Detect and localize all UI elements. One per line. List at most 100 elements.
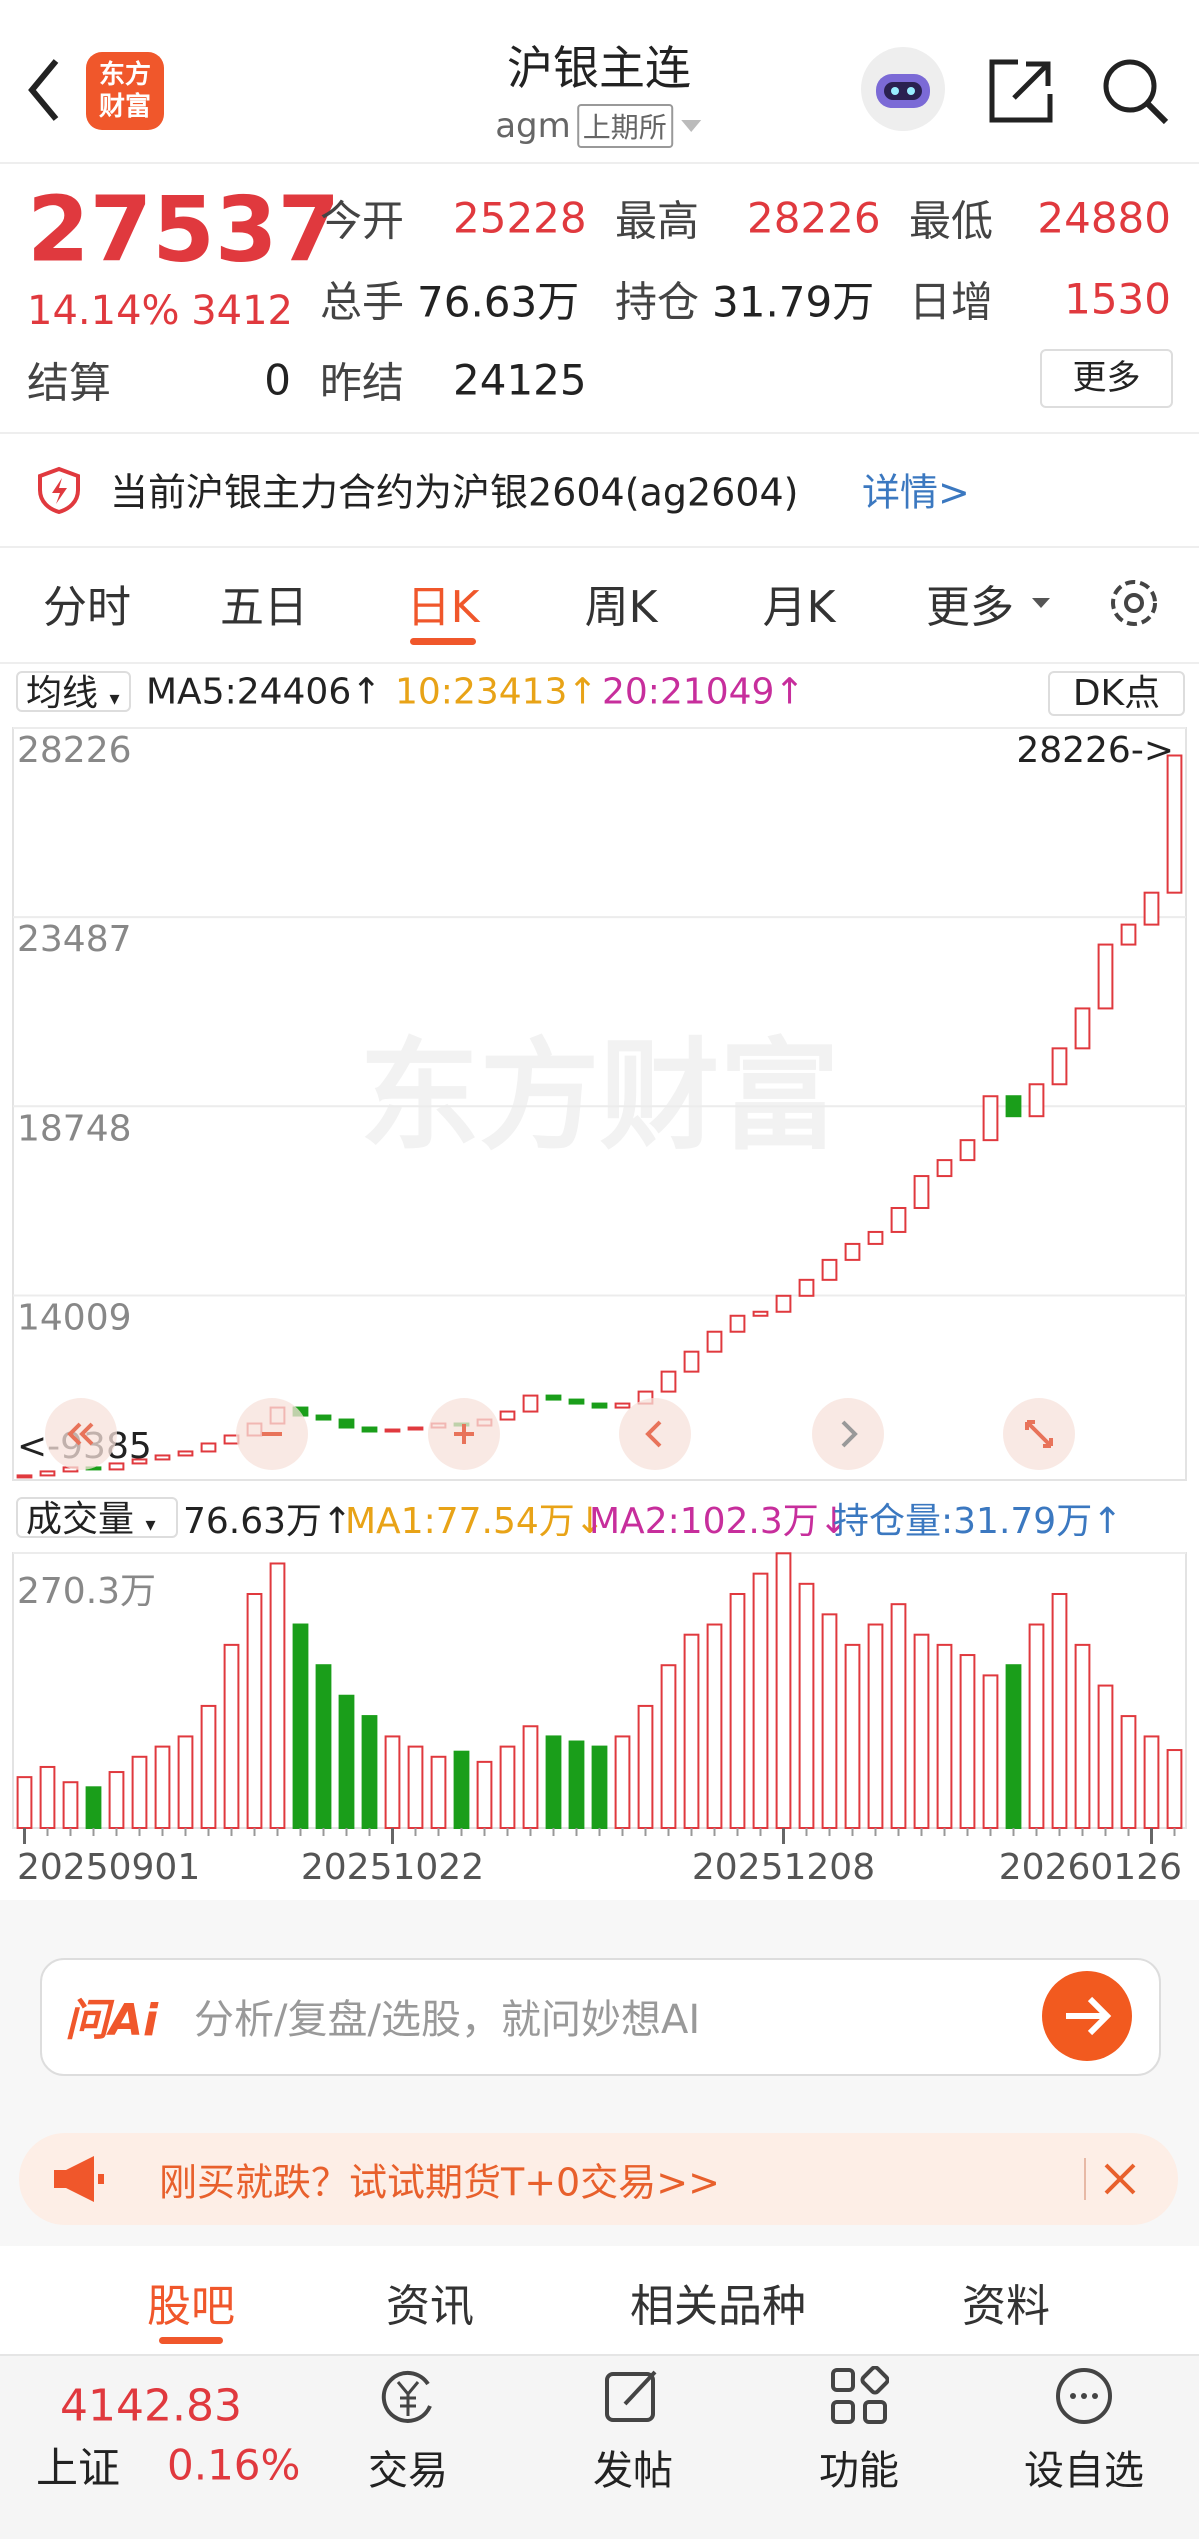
footer (0, 2354, 1199, 2539)
volume-bar (913, 1633, 930, 1830)
tab[interactable]: 周K (584, 582, 658, 633)
section-tab[interactable]: 相关品种 (630, 2281, 806, 2332)
candle (338, 1418, 355, 1429)
field-label: 日增 (909, 277, 994, 327)
settings-button[interactable] (1105, 574, 1163, 632)
logo-text: 东方 (98, 60, 151, 90)
volume-bar (844, 1643, 861, 1829)
volume-menu[interactable]: 成交量 ▾ (16, 1497, 178, 1540)
volume-bar (476, 1760, 493, 1829)
volume-bar (246, 1593, 263, 1829)
y-tick-label: 28226 (17, 730, 132, 771)
shield-icon (38, 466, 80, 514)
ma-menu[interactable]: 均线 ▾ (16, 671, 131, 714)
ai-box[interactable] (40, 1958, 1161, 2076)
share-button[interactable] (988, 58, 1054, 124)
volume-bar (131, 1755, 148, 1829)
candle (361, 1426, 378, 1433)
tab[interactable]: 更多 (926, 582, 1014, 633)
volume-bar (1005, 1664, 1022, 1829)
volume-bar (637, 1704, 654, 1830)
volume-bar (729, 1593, 746, 1829)
volume-bar (1120, 1715, 1137, 1829)
volume-bar (200, 1704, 217, 1830)
change-pct: 14.14% (27, 288, 180, 334)
nav-button[interactable] (812, 1398, 884, 1470)
nav-item[interactable]: 设自选 (1024, 2448, 1144, 2494)
volume-bar (1074, 1643, 1091, 1829)
volume-bar (959, 1654, 976, 1830)
divider (0, 662, 1199, 664)
nav-item[interactable]: 功能 (819, 2448, 899, 2494)
tab[interactable]: 月K (762, 582, 836, 633)
volume-bar (1166, 1749, 1183, 1830)
notice-link[interactable]: 详情> (862, 470, 970, 515)
volume-bar (545, 1735, 562, 1829)
candle (499, 1410, 516, 1421)
volume-bar (223, 1643, 240, 1829)
search-button[interactable] (1100, 56, 1170, 126)
candle (154, 1454, 171, 1461)
candle (131, 1458, 148, 1465)
ma5: MA5:24406↑ (146, 671, 382, 713)
volume-ma2: MA2:102.3万↓ (589, 1501, 849, 1542)
volume-bar (16, 1776, 33, 1830)
post-icon (605, 2370, 657, 2422)
volume-bar (407, 1745, 424, 1830)
more-button[interactable]: 更多 (1040, 349, 1173, 408)
candle (315, 1414, 332, 1421)
y-tick-label: 14009 (17, 1297, 132, 1338)
volume-bar (177, 1735, 194, 1829)
volume-bar (867, 1623, 884, 1829)
volume-bar (798, 1582, 815, 1830)
robot-avatar[interactable] (860, 46, 946, 132)
candle (867, 1230, 884, 1245)
divider (0, 432, 1199, 434)
volume-bar (1097, 1684, 1114, 1829)
volume-bar (384, 1735, 401, 1829)
volume-bar (430, 1755, 447, 1829)
section-tab[interactable]: 资讯 (386, 2281, 474, 2332)
nav-item[interactable]: 交易 (368, 2448, 448, 2494)
tab[interactable]: 分时 (43, 582, 131, 633)
candle (614, 1402, 631, 1409)
tab[interactable]: 五日 (220, 582, 308, 633)
section-bar (0, 2246, 1199, 2354)
banner-close[interactable] (1102, 2161, 1138, 2197)
candle (1051, 1047, 1068, 1086)
candle (1005, 1095, 1022, 1118)
candle (177, 1450, 194, 1457)
candle (16, 1474, 33, 1479)
back-button[interactable] (24, 55, 64, 125)
volume-bar (660, 1664, 677, 1829)
index-value: 4142.83 (60, 2380, 242, 2432)
tab[interactable]: 日K (406, 582, 480, 633)
candle (1143, 891, 1160, 926)
volume-bar (614, 1735, 631, 1829)
field-label: 结算 (27, 358, 112, 408)
candle (844, 1242, 861, 1261)
banner-text: 刚买就跌？试试期货T+0交易>> (159, 2160, 720, 2205)
field-value: 76.63万 (417, 277, 580, 327)
y-tick-label: 270.3万 (17, 1571, 156, 1612)
dk-button[interactable]: DK点 (1048, 671, 1185, 716)
x-tick-label: 20251208 (692, 1847, 875, 1888)
banner[interactable] (19, 2133, 1178, 2225)
candle (936, 1159, 953, 1178)
volume-ma1: MA1:77.54万↓ (345, 1501, 605, 1542)
candle (545, 1394, 562, 1401)
volume-bar (1143, 1735, 1160, 1829)
nav-button[interactable] (619, 1398, 691, 1470)
candle (660, 1370, 677, 1393)
nav-item[interactable]: 发帖 (593, 2448, 673, 2494)
ai-send-button[interactable] (1042, 1971, 1132, 2061)
volume-bar (821, 1613, 838, 1830)
volume-bar (338, 1694, 355, 1829)
candle (568, 1398, 585, 1405)
section-tab[interactable]: 股吧 (147, 2281, 235, 2332)
change: 3412 (191, 288, 293, 334)
section-tab[interactable]: 资料 (962, 2281, 1050, 2332)
candle (591, 1402, 608, 1409)
ma-menu-text: 均线 (26, 673, 99, 714)
